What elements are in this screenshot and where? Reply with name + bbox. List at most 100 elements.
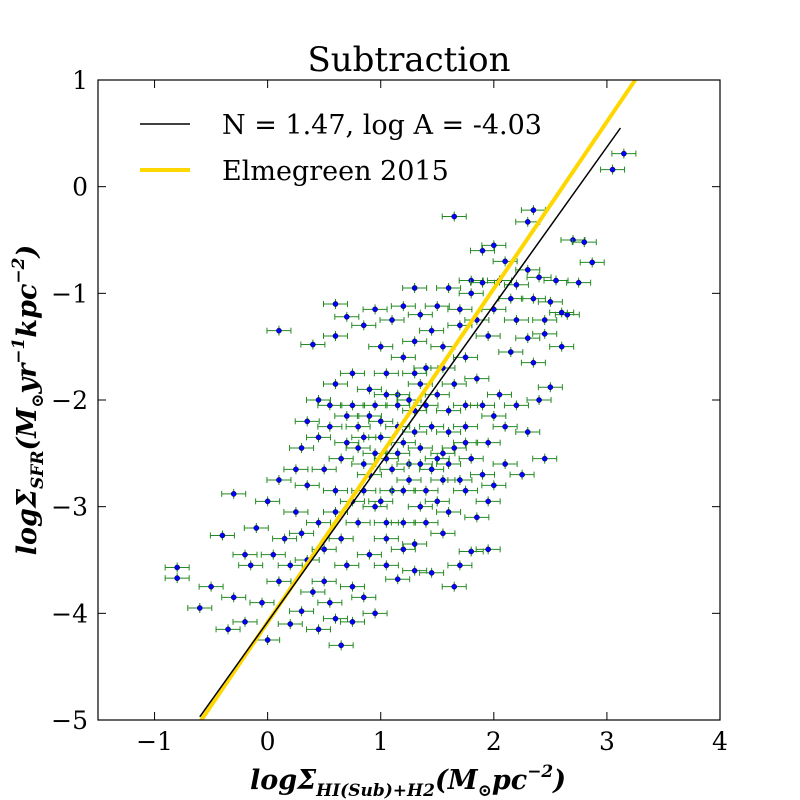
point-marker (253, 525, 260, 531)
point-marker (457, 322, 463, 329)
point-marker (491, 242, 497, 249)
data-point (526, 272, 552, 283)
point-marker (451, 445, 458, 451)
point-marker (360, 322, 367, 329)
data-point (515, 427, 541, 437)
data-point (311, 464, 337, 475)
point-marker (349, 619, 356, 625)
data-point (407, 443, 433, 453)
point-marker (293, 509, 299, 515)
point-marker (281, 535, 288, 542)
data-point (458, 275, 484, 286)
data-point (430, 528, 456, 539)
data-point (255, 635, 281, 645)
data-point (232, 549, 258, 560)
point-marker (383, 519, 390, 526)
point-marker (440, 530, 446, 537)
legend: N = 1.47, log A = -4.03 Elmegreen 2015 (140, 110, 542, 187)
data-point (436, 507, 462, 517)
point-marker (428, 466, 435, 473)
data-point (481, 240, 507, 251)
data-point (283, 507, 309, 517)
fit-lines (198, 80, 637, 720)
x-label-exponent: −2 (527, 762, 553, 782)
point-marker (400, 354, 407, 361)
point-marker (389, 466, 395, 473)
point-marker (383, 370, 390, 377)
data-point (458, 288, 484, 299)
data-point (334, 411, 360, 421)
point-marker (434, 498, 441, 505)
point-marker (485, 333, 491, 339)
data-point (424, 301, 450, 312)
data-point (441, 379, 467, 389)
data-point (413, 517, 439, 528)
point-marker (423, 402, 429, 409)
data-point (566, 277, 592, 288)
point-marker (383, 391, 390, 398)
data-point (306, 395, 332, 405)
point-marker (485, 498, 491, 505)
point-marker (451, 583, 458, 590)
y-tick-label: −2 (51, 386, 88, 415)
point-marker (394, 576, 401, 583)
point-marker (349, 402, 356, 409)
data-point (215, 624, 241, 635)
point-marker (440, 450, 446, 457)
axis-ticks: −1 0 1 2 3 4 −5 −4 −3 −2 −1 0 1 (51, 66, 728, 756)
data-point (362, 501, 388, 512)
data-point (266, 475, 292, 485)
data-point (277, 619, 303, 629)
point-marker (575, 279, 582, 286)
point-marker (355, 519, 361, 526)
point-marker (502, 258, 508, 265)
data-point (475, 496, 501, 507)
point-marker (338, 642, 344, 649)
point-marker (485, 546, 491, 553)
point-marker (445, 461, 452, 467)
data-point (339, 581, 365, 592)
data-point (441, 443, 467, 453)
x-axis-label: logΣHI(Sub)+H2(M⊙pc−2) (250, 762, 566, 800)
data-point (402, 368, 428, 379)
data-point (424, 496, 450, 507)
point-marker (264, 498, 271, 505)
point-marker (417, 311, 424, 318)
data-point (300, 587, 326, 597)
data-point (322, 331, 348, 341)
x-tick-label: 0 (260, 727, 276, 756)
data-point (419, 567, 445, 578)
data-point (294, 480, 320, 491)
data-point (164, 573, 190, 584)
y-label-subscript: SFR (28, 451, 48, 489)
point-marker (355, 423, 361, 430)
data-point (339, 616, 365, 627)
y-tick-label: −5 (51, 706, 88, 735)
data-point (492, 421, 518, 432)
data-point (260, 549, 286, 560)
point-marker (457, 562, 463, 569)
point-marker (298, 530, 305, 537)
point-marker (366, 551, 373, 558)
data-point (306, 517, 332, 528)
data-point (475, 544, 501, 555)
data-point (379, 315, 405, 325)
data-point (458, 453, 484, 464)
point-marker (428, 423, 435, 430)
point-marker (530, 295, 537, 302)
data-point (475, 437, 501, 448)
data-point (402, 539, 428, 549)
data-point (255, 496, 281, 507)
point-marker (524, 429, 531, 435)
data-point (579, 257, 605, 268)
y-label-exponent1: −1 (9, 338, 29, 364)
data-point (447, 475, 473, 485)
y-label-paren-close: ) (12, 245, 43, 260)
x-label-prefix: logΣ (250, 765, 317, 796)
data-point (419, 464, 445, 475)
point-marker (485, 439, 491, 446)
data-point (470, 469, 496, 480)
y-tick-label: 1 (72, 66, 88, 95)
point-marker (383, 535, 390, 542)
point-marker (541, 455, 548, 462)
